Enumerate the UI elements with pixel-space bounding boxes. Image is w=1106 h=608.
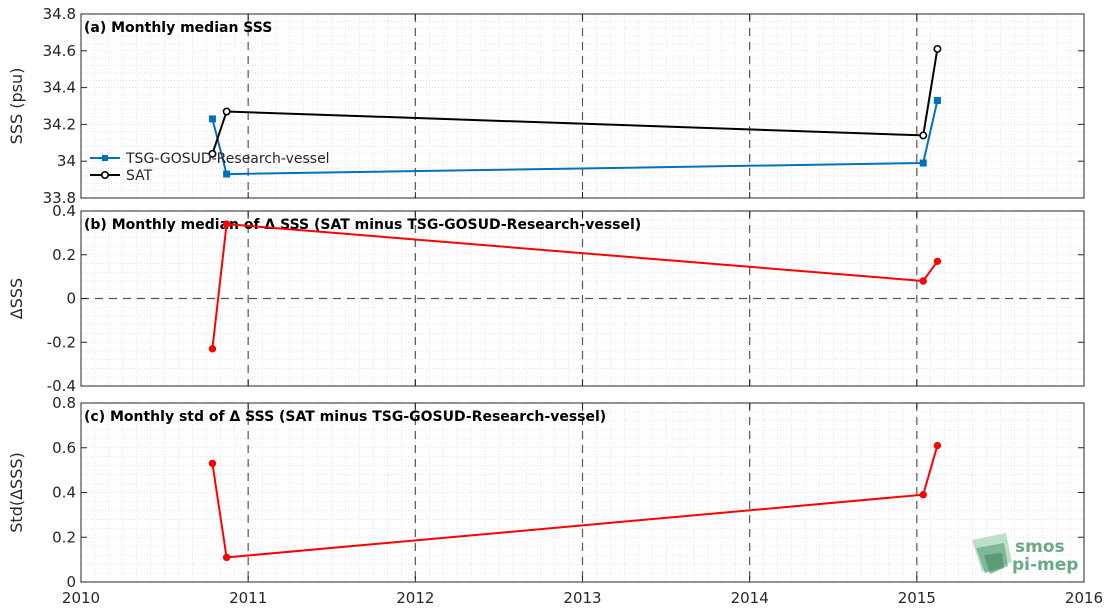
y-tick-label: 0 — [66, 290, 76, 308]
logo-text-pimep: pi-mep — [1012, 555, 1078, 575]
y-tick-label: 34 — [57, 152, 76, 170]
data-point — [208, 459, 217, 468]
data-point — [919, 277, 927, 285]
data-point — [208, 149, 217, 158]
legend-label: SAT — [126, 168, 153, 184]
y-tick-label: 0.6 — [52, 439, 76, 457]
x-tick-label: 2013 — [563, 589, 601, 607]
data-point — [919, 491, 927, 499]
y-tick-label: 0.4 — [52, 202, 76, 220]
y-tick-label: 34.2 — [43, 115, 76, 133]
data-point — [919, 131, 928, 140]
panel-title: (a) Monthly median SSS — [84, 20, 272, 36]
y-tick-label: -0.4 — [47, 377, 76, 395]
y-tick-label: 34.8 — [43, 5, 76, 23]
legend-marker — [102, 155, 108, 161]
y-tick-label: 33.8 — [43, 189, 76, 207]
panel-title: (c) Monthly std of Δ SSS (SAT minus TSG-… — [84, 409, 606, 425]
y-tick-label: 0.4 — [52, 484, 76, 502]
data-point — [933, 441, 942, 450]
y-axis-label: SSS (psu) — [7, 68, 26, 145]
series-line — [211, 223, 939, 349]
data-point — [933, 44, 942, 53]
data-point — [223, 170, 231, 178]
y-tick-label: 0 — [66, 573, 76, 591]
x-tick-label: 2012 — [396, 589, 434, 607]
data-point — [222, 220, 231, 228]
data-point — [222, 553, 231, 562]
x-tick-label: 2015 — [898, 589, 936, 607]
logo-text-smos: smos — [1015, 537, 1065, 557]
data-point — [919, 159, 927, 167]
series-line — [211, 48, 939, 155]
series-line — [211, 100, 939, 176]
y-tick-label: 34.6 — [43, 42, 76, 60]
y-axis-label: Std(ΔSSS) — [7, 452, 26, 532]
y-tick-label: 34.4 — [43, 79, 76, 97]
data-point — [933, 96, 941, 104]
y-tick-label: 0.8 — [52, 394, 76, 412]
logo-mark — [984, 553, 1004, 574]
y-tick-label: 0.2 — [52, 246, 76, 264]
panel-title: (b) Monthly median of Δ SSS (SAT minus T… — [84, 217, 641, 233]
data-point — [222, 107, 231, 116]
x-tick-label: 2016 — [1065, 589, 1103, 607]
data-point — [208, 345, 217, 353]
legend-marker — [101, 171, 110, 180]
y-tick-label: -0.2 — [47, 333, 76, 351]
x-tick-label: 2011 — [229, 589, 267, 607]
y-axis-label: ΔSSS — [7, 278, 26, 319]
series-line — [211, 445, 939, 559]
y-tick-label: 0.2 — [52, 528, 76, 546]
legend-label: TSG-GOSUD-Research-vessel — [125, 151, 330, 167]
x-tick-label: 2014 — [731, 589, 769, 607]
data-point — [208, 115, 216, 123]
data-point — [933, 257, 942, 266]
x-tick-label: 2010 — [62, 589, 100, 607]
